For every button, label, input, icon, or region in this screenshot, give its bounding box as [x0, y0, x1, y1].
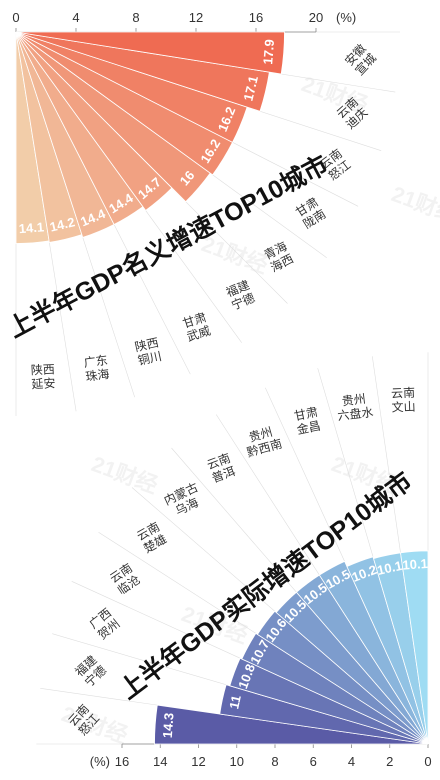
x-tick-label: 2 [386, 754, 393, 769]
category-city: 文山 [391, 399, 416, 415]
data-label: 10.1 [402, 556, 428, 573]
data-label: 10.1 [376, 558, 404, 578]
nominal-growth-chart: 0 4 8 12 16 20 (%)14.1陕西延安14.2广东珠海14.4陕西铜川14.4… [3, 10, 400, 416]
category-city: 武威 [185, 324, 212, 345]
data-label: 14.3 [160, 712, 177, 738]
category-city: 铜川 [136, 348, 163, 368]
category-province: 云南 [391, 385, 416, 401]
bar-楚雄 [256, 610, 429, 745]
bar-文山 [400, 550, 429, 745]
bar-宣城 [15, 31, 285, 75]
x-tick-label: 0 [424, 754, 431, 769]
x-tick-label: 12 [189, 10, 203, 25]
x-tick-label: 8 [271, 754, 278, 769]
data-label: 17.1 [241, 74, 261, 102]
x-tick-label: 16 [115, 754, 129, 769]
x-tick-label: 4 [348, 754, 355, 769]
category-province: 贵州 [341, 392, 366, 409]
bar-黔西南 [318, 560, 429, 745]
data-label: 11 [226, 694, 244, 711]
watermark-text: 21财经 [388, 181, 440, 228]
data-label: 14.2 [48, 214, 76, 234]
category-province: 陕西 [133, 334, 160, 354]
x-tick-label: 4 [72, 10, 79, 25]
bar-金昌 [346, 556, 429, 745]
category-province: 广东 [83, 353, 109, 370]
bar-贺州 [229, 657, 429, 745]
x-tick-label: 16 [249, 10, 263, 25]
category-city: 珠海 [85, 366, 111, 384]
data-label: 17.9 [260, 39, 277, 65]
x-tick-label: 6 [310, 754, 317, 769]
watermark-text: 21财经 [88, 451, 161, 498]
x-tick-label: 10 [230, 754, 244, 769]
unit-label: (%) [90, 754, 110, 769]
category-province: 贵州 [247, 425, 274, 445]
bar-临沧 [241, 632, 429, 745]
category-city: 六盘水 [337, 404, 375, 423]
x-tick-label: 0 [12, 10, 19, 25]
category-province: 甘肃 [293, 405, 319, 423]
category-city: 金昌 [295, 418, 321, 437]
unit-label: (%) [336, 10, 356, 25]
x-tick-label: 20 [309, 10, 323, 25]
x-tick-label: 8 [132, 10, 139, 25]
bar-宁德 [219, 684, 429, 745]
category-province: 陕西 [30, 361, 55, 377]
x-tick-label: 12 [191, 754, 205, 769]
category-city: 延安 [31, 375, 56, 391]
x-tick-label: 14 [153, 754, 167, 769]
category-province: 甘肃 [181, 310, 208, 331]
data-label: 14.1 [18, 219, 44, 236]
